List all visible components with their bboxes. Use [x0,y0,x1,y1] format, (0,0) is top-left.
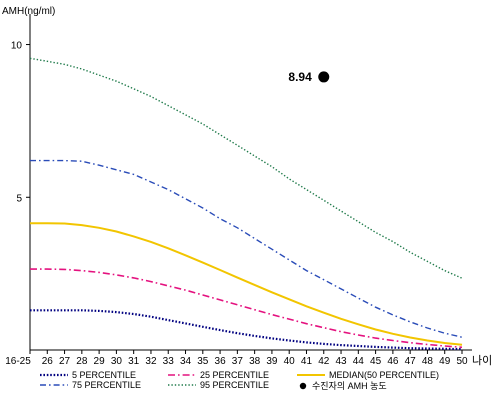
x-tick-label: 39 [266,356,278,367]
x-tick-label: 47 [405,356,417,367]
legend-label: 5 PERCENTILE [72,370,136,380]
legend-label: 수진자의 AMH 농도 [312,381,387,391]
legend-label: MEDIAN(50 PERCENTILE) [329,370,439,380]
x-tick-label: 44 [353,356,365,367]
series-line [29,57,463,279]
x-tick-label: 28 [76,356,88,367]
x-tick-label: 40 [284,356,296,367]
x-tick-label: 33 [163,356,175,367]
x-tick-label: 49 [439,356,451,367]
x-tick-label: 37 [232,356,244,367]
legend-label: 75 PERCENTILE [72,380,141,390]
patient-marker-group: 8.94 [288,70,330,84]
x-tick-label: 16-25 [5,356,31,367]
legend-label: 95 PERCENTILE [200,380,269,390]
x-tick-label: 38 [249,356,261,367]
x-tick-label: 35 [197,356,209,367]
x-axis-label: 나이 [472,354,492,367]
patient-value-label: 8.94 [288,70,312,84]
x-tick-label: 45 [370,356,382,367]
series-lines [29,57,463,351]
series-line [30,268,463,349]
x-tick-label: 32 [145,356,157,367]
x-tick-label: 27 [59,356,71,367]
x-tick-label: 48 [422,356,434,367]
series-line [30,159,463,338]
x-tick-label: 42 [318,356,330,367]
x-tick-label: 46 [387,356,399,367]
x-tick-label: 43 [335,356,347,367]
x-tick-label: 30 [111,356,123,367]
series-line [30,309,463,351]
legend-patient-swatch [299,382,307,390]
y-axis-label: AMH(ng/ml) [2,6,55,17]
series-line [30,222,463,346]
legend-label: 25 PERCENTILE [200,370,269,380]
x-tick-label: 36 [215,356,227,367]
x-tick-label: 26 [42,356,54,367]
legend: 5 PERCENTILE 25 PERCENTILE MEDIAN(50 PERCE… [40,370,439,391]
x-tick-label: 50 [456,356,468,367]
axes: 5 10 16-25 26 27 28 29 30 31 32 33 34 35 36 37 38 39 40 41… [5,14,472,367]
x-tick-label: 41 [301,356,313,367]
x-tick-label: 29 [94,356,106,367]
y-tick-label: 10 [11,41,23,52]
x-tick-label: 34 [180,356,192,367]
y-tick-label: 5 [16,193,22,204]
x-tick-label: 31 [128,356,140,367]
patient-marker [318,71,330,83]
